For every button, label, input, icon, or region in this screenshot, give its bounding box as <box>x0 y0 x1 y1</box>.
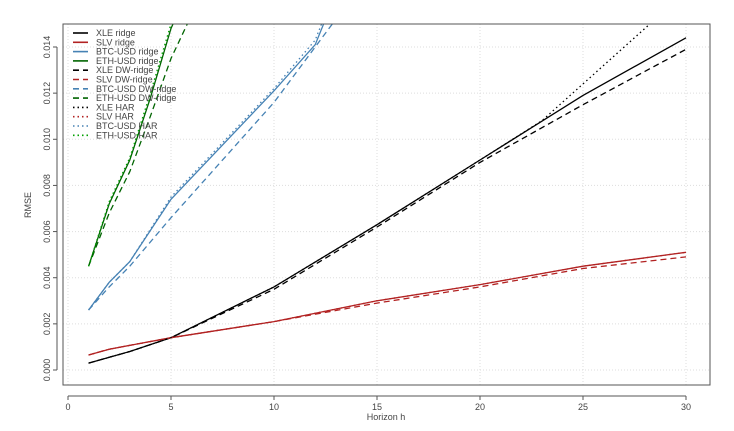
legend-label: XLE HAR <box>96 102 135 112</box>
legend-label: SLV ridge <box>96 37 135 47</box>
series-lines <box>87 24 687 364</box>
x-tick-label: 20 <box>475 402 485 412</box>
y-tick-label: 0.004 <box>42 266 52 289</box>
x-axis: 0 5 10 15 20 25 30 <box>65 395 691 412</box>
y-tick-label: 0.012 <box>42 82 52 105</box>
y-axis-label: RMSE <box>23 192 33 218</box>
legend-label: SLV DW-ridge <box>96 75 153 85</box>
x-tick-label: 15 <box>372 402 382 412</box>
legend-label: BTC-USD HAR <box>96 121 158 131</box>
series-line-slv-dw-ridge <box>88 256 687 356</box>
series-line-btc-usd-dw-ridge <box>88 24 334 311</box>
y-tick-label: 0.002 <box>42 313 52 336</box>
y-tick-label: 0.000 <box>42 359 52 382</box>
series-line-xle-har <box>88 24 651 364</box>
series-line-xle-ridge <box>88 37 687 364</box>
y-tick-label: 0.014 <box>42 36 52 59</box>
x-axis-label: Horizon h <box>367 412 406 422</box>
grid <box>63 24 710 385</box>
series-line-btc-usd-har <box>88 24 323 311</box>
x-tick-label: 30 <box>681 402 691 412</box>
x-tick-label: 0 <box>65 402 70 412</box>
y-axis: 0.000 0.002 0.004 0.006 0.008 0.010 0.012 0.014 <box>42 36 58 382</box>
series-line-btc-usd-ridge <box>88 24 325 311</box>
series-line-eth-usd-dw-ridge <box>87 24 189 267</box>
legend-label: ETH-USD HAR <box>96 130 158 140</box>
series-line-slv-har <box>88 251 687 356</box>
legend-label: ETH-USD ridge <box>96 56 159 66</box>
x-tick-label: 25 <box>578 402 588 412</box>
legend-label: SLV HAR <box>96 112 134 122</box>
y-tick-label: 0.010 <box>42 128 52 151</box>
legend-label: ETH-USD DW-ridge <box>96 93 176 103</box>
y-tick-label: 0.006 <box>42 220 52 243</box>
legend-label: BTC-USD DW-ridge <box>96 84 176 94</box>
y-tick-label: 0.008 <box>42 174 52 197</box>
legend-label: XLE DW-ridge <box>96 65 153 75</box>
legend-label: BTC-USD ridge <box>96 47 159 57</box>
series-line-slv-ridge <box>88 251 687 356</box>
x-tick-label: 5 <box>168 402 173 412</box>
plot-frame <box>62 23 711 386</box>
legend-label: XLE ridge <box>96 28 136 38</box>
x-tick-label: 10 <box>269 402 279 412</box>
series-line-xle-dw-ridge <box>88 48 687 364</box>
